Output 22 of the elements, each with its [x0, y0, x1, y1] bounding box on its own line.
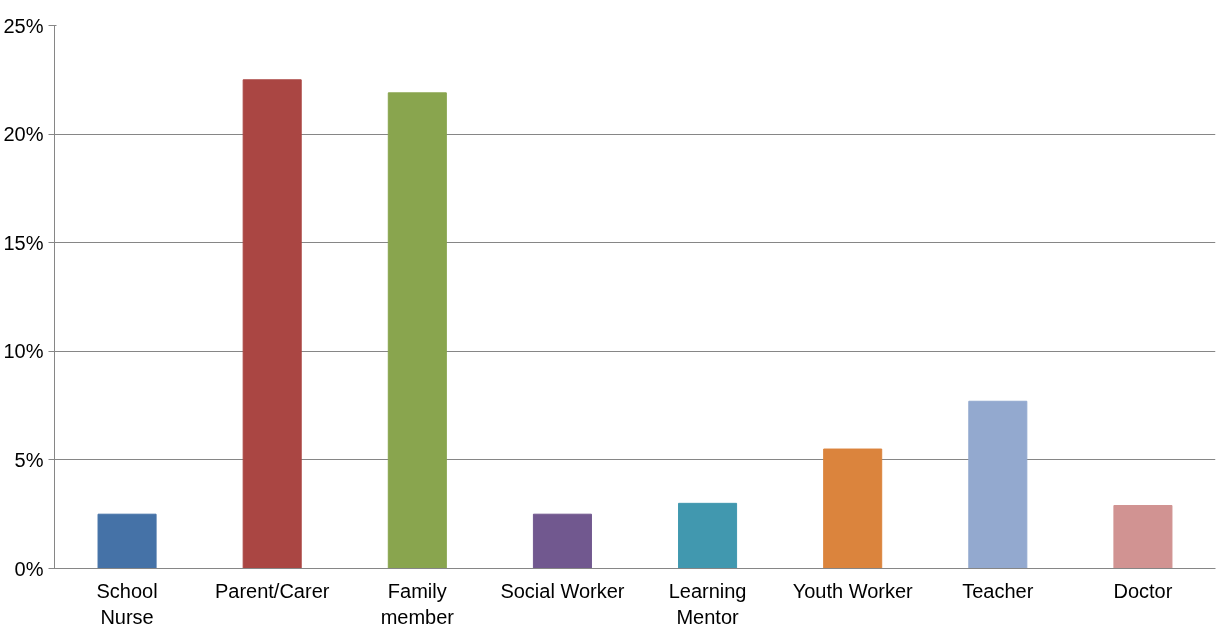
x-tick-label: School Nurse [96, 579, 158, 628]
bar [242, 79, 302, 569]
y-tick-label: 5% [14, 448, 44, 471]
bar [678, 502, 738, 569]
x-tick-label: Doctor [1113, 579, 1173, 602]
bar [97, 513, 157, 569]
y-tick-label: 0% [14, 557, 44, 580]
bar [1113, 505, 1173, 569]
bar [968, 400, 1028, 569]
x-tick-label: Family member [380, 579, 455, 628]
bar [532, 513, 592, 569]
y-tick-label: 20% [3, 123, 44, 146]
bar [387, 92, 447, 569]
y-tick-label: 15% [3, 231, 44, 254]
x-tick-label: Parent/Carer [214, 579, 330, 602]
y-tick-label: 10% [3, 340, 44, 363]
x-tick-label: Youth Worker [792, 579, 914, 602]
x-tick-label: Learning Mentor [668, 579, 747, 628]
x-tick-label: Teacher [962, 579, 1034, 602]
x-tick-label: Social Worker [500, 579, 625, 602]
bar [823, 448, 883, 569]
y-tick-label: 25% [3, 14, 44, 37]
